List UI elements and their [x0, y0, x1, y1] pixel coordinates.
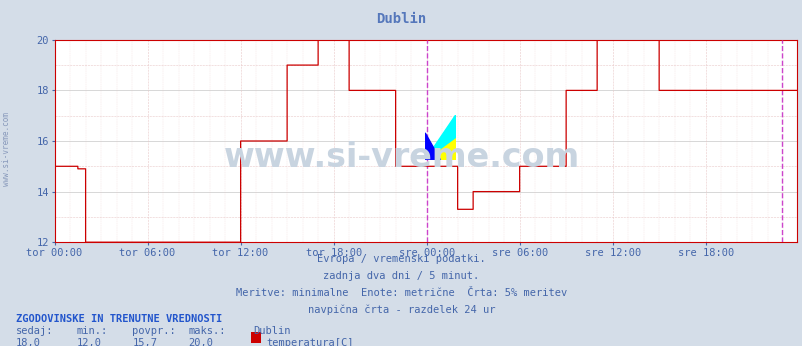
Text: ZGODOVINSKE IN TRENUTNE VREDNOSTI: ZGODOVINSKE IN TRENUTNE VREDNOSTI [16, 314, 222, 324]
Polygon shape [425, 115, 456, 160]
Text: 18,0: 18,0 [16, 338, 41, 346]
Text: Dublin: Dublin [376, 12, 426, 26]
Text: Dublin: Dublin [253, 326, 290, 336]
Text: 12,0: 12,0 [76, 338, 101, 346]
Text: povpr.:: povpr.: [132, 326, 176, 336]
Text: maks.:: maks.: [188, 326, 226, 336]
Text: Evropa / vremenski podatki.: Evropa / vremenski podatki. [317, 254, 485, 264]
Polygon shape [425, 133, 440, 160]
Text: navpična črta - razdelek 24 ur: navpična črta - razdelek 24 ur [307, 304, 495, 315]
Text: temperatura[C]: temperatura[C] [266, 338, 354, 346]
Text: sedaj:: sedaj: [16, 326, 54, 336]
Text: 20,0: 20,0 [188, 338, 213, 346]
Text: www.si-vreme.com: www.si-vreme.com [223, 141, 579, 174]
Text: zadnja dva dni / 5 minut.: zadnja dva dni / 5 minut. [323, 271, 479, 281]
Text: www.si-vreme.com: www.si-vreme.com [2, 112, 11, 186]
Text: 15,7: 15,7 [132, 338, 157, 346]
Text: Meritve: minimalne  Enote: metrične  Črta: 5% meritev: Meritve: minimalne Enote: metrične Črta:… [236, 288, 566, 298]
Text: min.:: min.: [76, 326, 107, 336]
Polygon shape [425, 115, 456, 160]
